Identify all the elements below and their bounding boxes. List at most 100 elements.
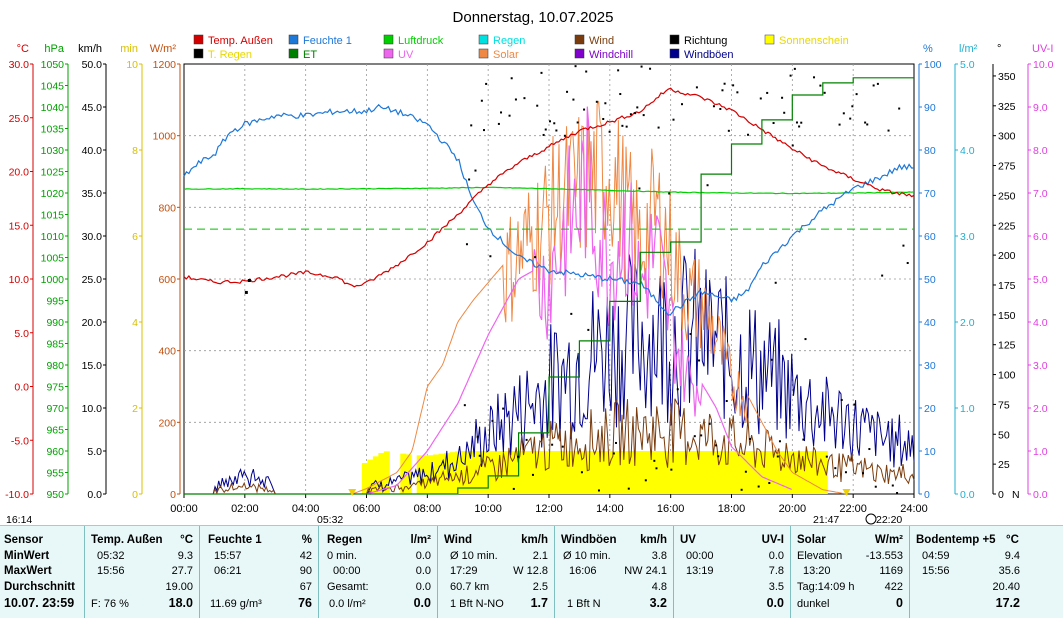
wind-direction-dot xyxy=(876,82,879,85)
wind-direction-dot xyxy=(553,122,556,125)
right-tick-label: 3.0 xyxy=(960,231,975,243)
wind-direction-dot xyxy=(561,445,564,448)
sunshine-bar xyxy=(455,451,461,494)
wind-direction-dot xyxy=(725,399,728,402)
sunshine-bar xyxy=(717,451,724,494)
sunshine-bar xyxy=(630,451,637,494)
sunshine-bar xyxy=(772,451,779,494)
wind-direction-dot xyxy=(819,84,822,87)
right-axis-unit: % xyxy=(923,43,933,55)
gust-row3-value: 4.8 xyxy=(651,581,667,593)
wind-direction-dot xyxy=(791,144,794,147)
x-tick-label: 20:00 xyxy=(779,503,807,515)
left-tick-label: 400 xyxy=(158,346,176,358)
left-tick-label: 10 xyxy=(126,59,138,71)
left-axis-unit: min xyxy=(120,43,138,55)
wind-direction-dot xyxy=(906,261,909,264)
sunshine-bar xyxy=(520,451,527,494)
wind-direction-dot xyxy=(572,98,575,101)
wind-direction-dot xyxy=(649,67,652,70)
legend-swatch xyxy=(764,34,775,45)
right-tick-label: 75 xyxy=(998,399,1010,411)
left-tick-label: 10.0 xyxy=(82,403,103,415)
solar-foot-left: dunkel xyxy=(797,598,830,610)
left-tick-label: 1000 xyxy=(153,131,177,143)
wind-direction-dot xyxy=(555,129,558,132)
x-tick-label: 16:00 xyxy=(657,503,685,515)
x-tick-label: 10:00 xyxy=(474,503,502,515)
sunshine-bar xyxy=(728,451,735,494)
legend-swatch xyxy=(383,48,394,59)
sunshine-bar xyxy=(761,451,768,494)
left-tick-label: 15.0 xyxy=(9,220,30,232)
sunshine-bar xyxy=(663,451,670,494)
wind-direction-dot xyxy=(695,86,698,89)
gust-current: 3.2 xyxy=(649,596,667,610)
sunshine-bar xyxy=(783,451,790,494)
wind-direction-dot xyxy=(566,90,569,93)
wind-direction-dot xyxy=(715,444,718,447)
humidity-avg: 67 xyxy=(299,581,312,593)
sunrise-time: 05:32 xyxy=(317,514,343,525)
sunshine-bar xyxy=(646,451,653,494)
wind-direction-dot xyxy=(517,455,520,458)
left-axis-unit: hPa xyxy=(44,43,64,55)
wind-row1-value: 2.1 xyxy=(532,550,548,562)
left-tick-label: 955 xyxy=(46,468,64,480)
wind-direction-dot xyxy=(898,107,901,110)
right-tick-label: 5.0 xyxy=(960,59,975,71)
x-tick-label: 06:00 xyxy=(353,503,381,515)
sunshine-bar xyxy=(652,451,659,494)
wind-direction-dot xyxy=(542,133,545,136)
wind-direction-dot xyxy=(844,471,847,474)
wind-direction-dot xyxy=(774,281,777,284)
wind-direction-dot xyxy=(629,113,632,116)
soil-row2-label: 15:56 xyxy=(922,565,950,577)
wind-direction-dot xyxy=(531,473,534,476)
right-tick-label: 175 xyxy=(998,280,1016,292)
wind-row3-label: 60.7 km xyxy=(450,581,490,593)
wind-direction-dot xyxy=(597,489,600,492)
sunshine-bar xyxy=(422,455,429,494)
humidity-column: Feuchte 1 % 15:57 42 06:21 90 67 11.69 g… xyxy=(200,526,319,618)
sunshine-bar xyxy=(493,451,500,494)
min-row-label: MinWert xyxy=(4,550,50,562)
sunshine-bar xyxy=(465,451,472,494)
wind-direction-dot xyxy=(617,69,620,72)
sunshine-bar xyxy=(641,451,648,494)
right-tick-label: 350 xyxy=(998,71,1016,83)
right-tick-label: 25 xyxy=(998,459,1010,471)
left-tick-label: 1025 xyxy=(41,167,65,179)
left-tick-label: 4 xyxy=(132,317,138,329)
right-tick-label: 8.0 xyxy=(1033,145,1048,157)
wind-direction-dot xyxy=(583,108,586,111)
legend-swatch xyxy=(288,34,299,45)
wind-unit: km/h xyxy=(521,534,548,546)
wind-direction-dot xyxy=(781,96,784,99)
wind-direction-dot xyxy=(770,358,773,361)
sunshine-bar xyxy=(657,451,664,494)
rain-foot-left: 0.0 l/m² xyxy=(329,598,366,610)
sunshine-bar xyxy=(690,451,697,494)
soil-current: 17.2 xyxy=(995,596,1020,610)
left-tick-label: 1005 xyxy=(41,253,65,265)
wind-direction-dot xyxy=(602,117,605,120)
sunshine-bar xyxy=(476,451,483,494)
sunshine-bar xyxy=(619,451,626,494)
humidity-unit: % xyxy=(301,534,312,546)
right-tick-label: 0 xyxy=(924,489,930,501)
left-tick-label: 0.0 xyxy=(14,382,29,394)
left-tick-label: 0.0 xyxy=(87,489,102,501)
uv-unit: UV-I xyxy=(761,534,784,546)
sunshine-bar xyxy=(706,451,713,494)
right-tick-label: 250 xyxy=(998,190,1016,202)
humidity-min-time: 15:57 xyxy=(214,550,242,562)
wind-direction-dot xyxy=(891,484,894,487)
right-tick-label: 4.0 xyxy=(960,145,975,157)
wind-direction-dot xyxy=(491,419,494,422)
solar-row3-value: 422 xyxy=(884,581,903,593)
wind-row2-value: W 12.8 xyxy=(513,565,548,577)
x-tick-label: 24:00 xyxy=(900,503,928,515)
wind-direction-dot xyxy=(840,398,843,401)
wind-direction-dot xyxy=(736,91,739,94)
